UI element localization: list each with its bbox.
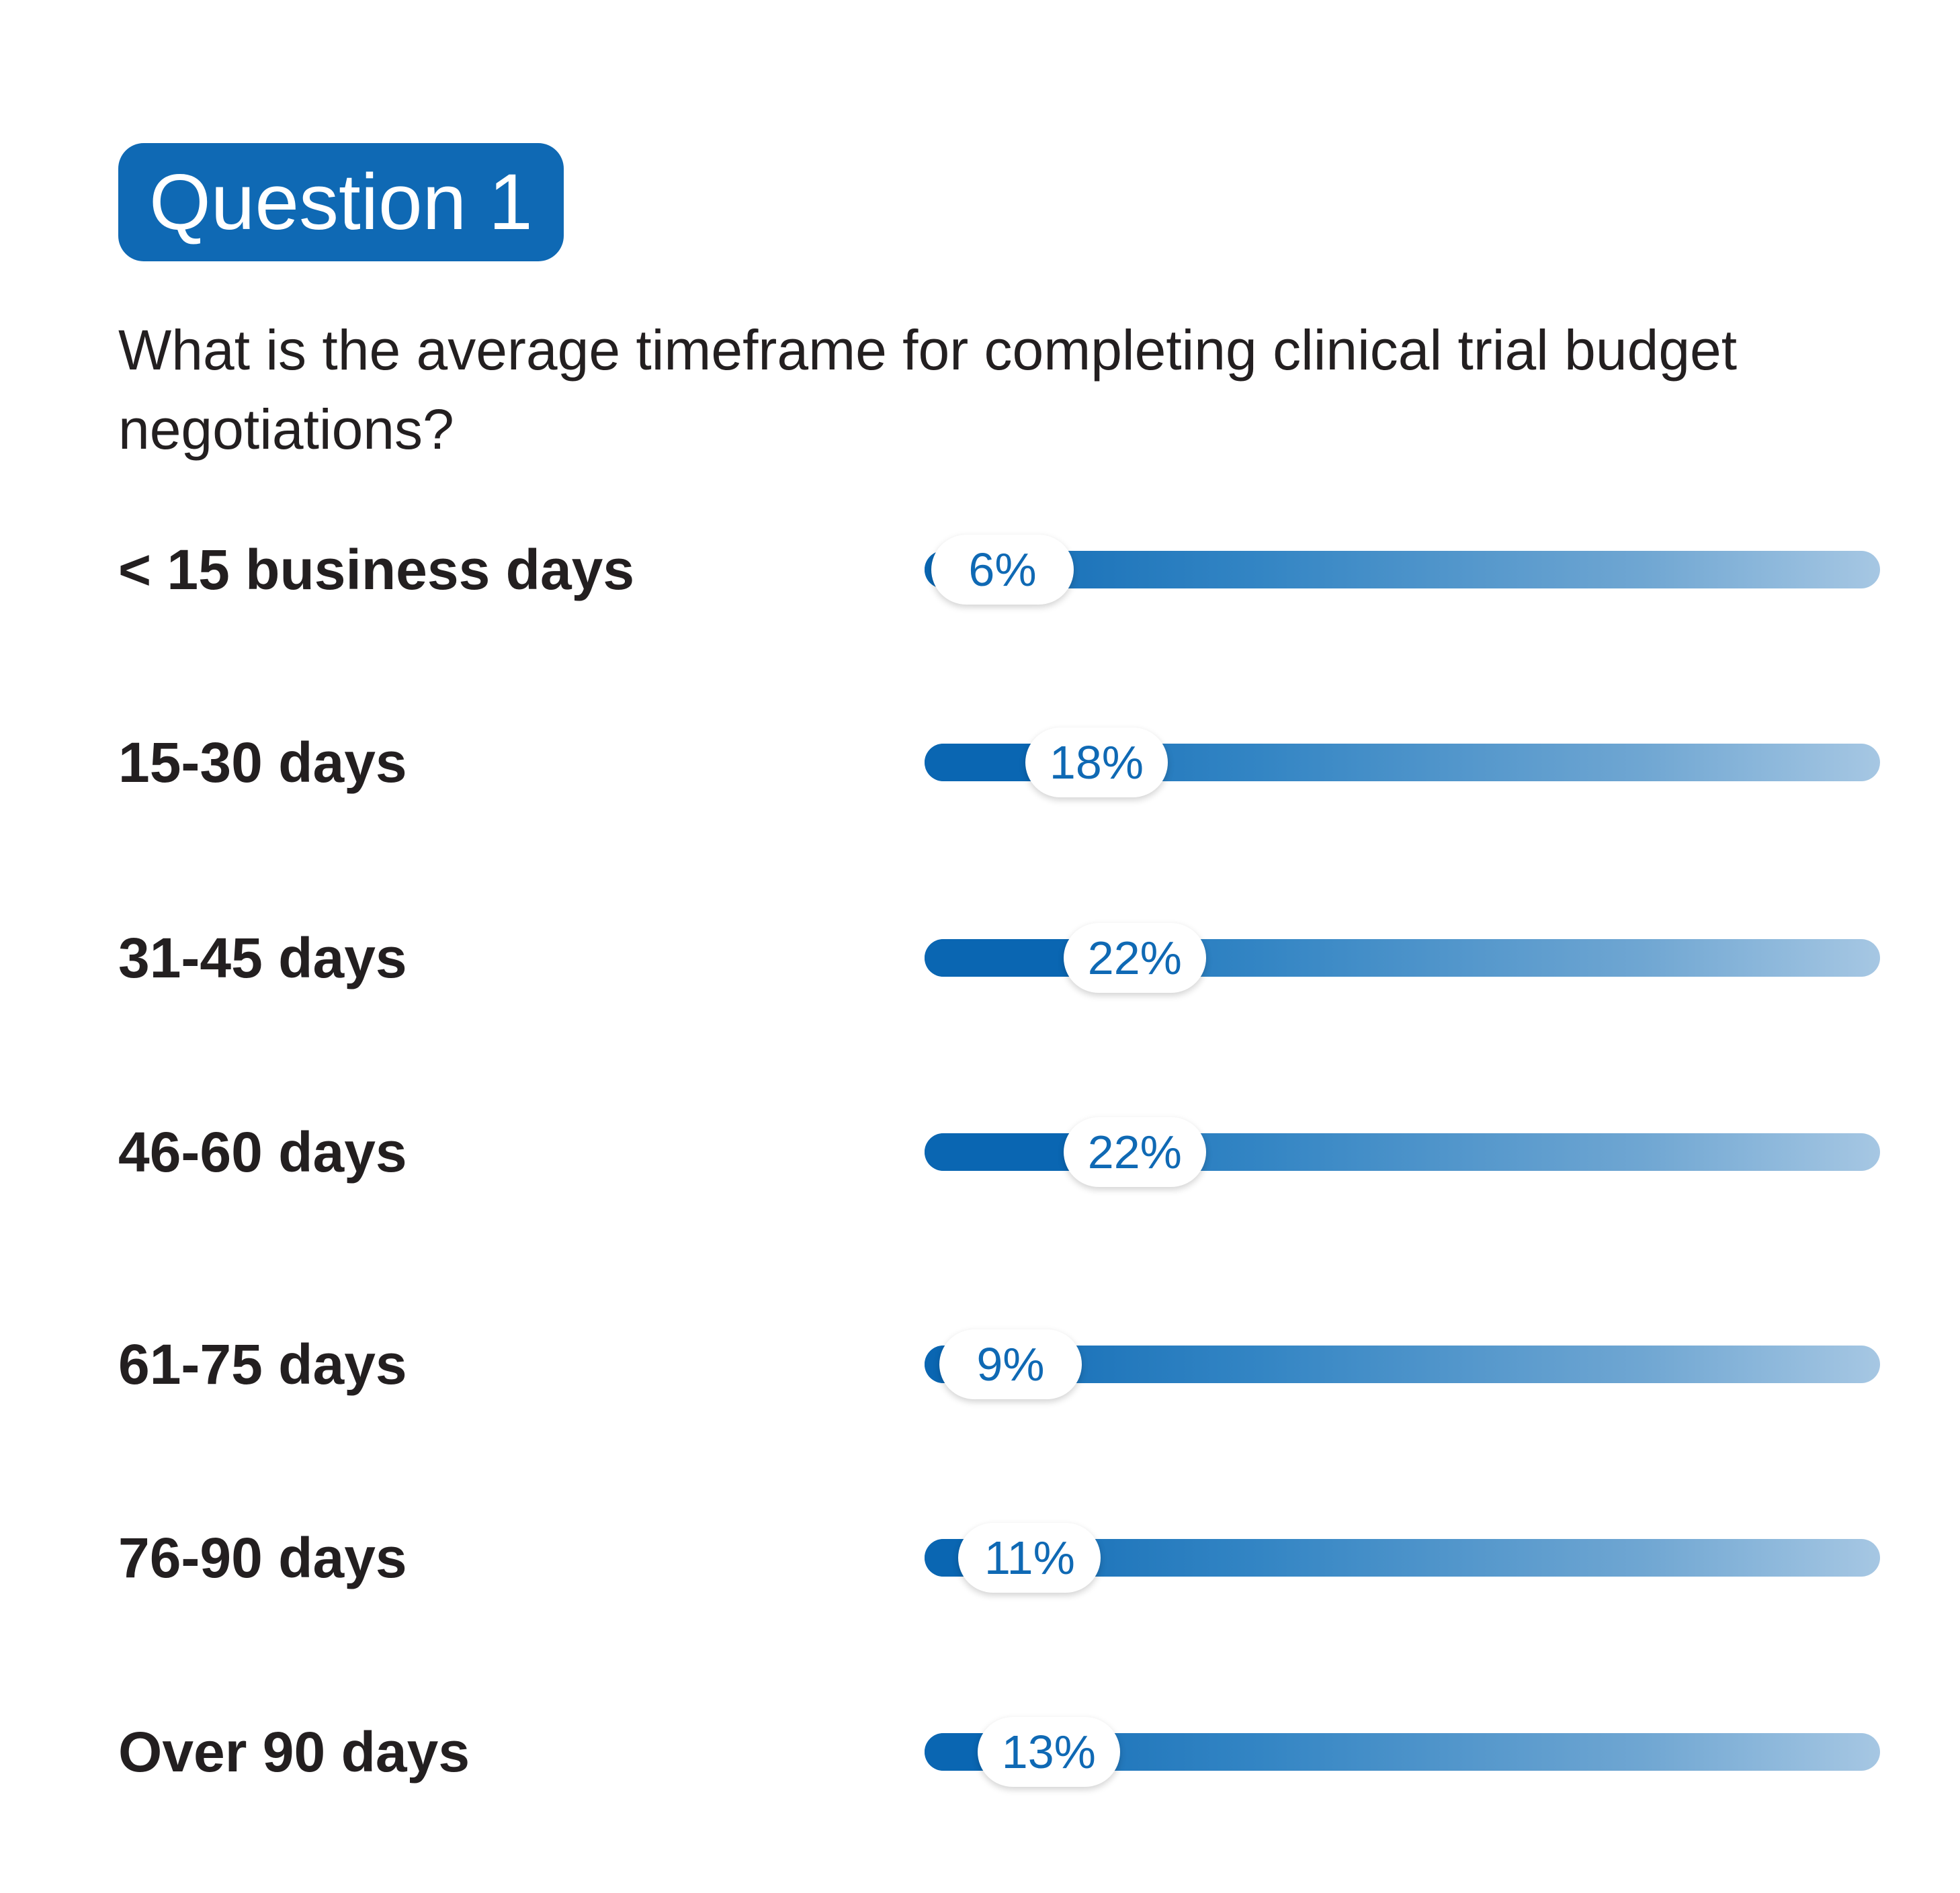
value-label: 11%: [958, 1523, 1101, 1593]
bar-track: 18%: [925, 728, 1880, 797]
question-badge: Question 1: [118, 143, 564, 261]
bar-track: 13%: [925, 1717, 1880, 1787]
category-label: Over 90 days: [118, 1720, 470, 1784]
bar-track: 6%: [925, 535, 1880, 605]
value-label: 6%: [931, 535, 1074, 605]
category-label: 61-75 days: [118, 1333, 407, 1396]
value-label: 22%: [1063, 923, 1206, 993]
category-label: 76-90 days: [118, 1526, 407, 1589]
bar-track: 9%: [925, 1329, 1880, 1399]
bar-track: 22%: [925, 923, 1880, 993]
question-text: What is the average timeframe for comple…: [118, 318, 1738, 461]
value-label: 9%: [939, 1329, 1082, 1399]
value-label: 18%: [1025, 728, 1168, 797]
value-label: 22%: [1063, 1117, 1206, 1187]
category-label: < 15 business days: [118, 538, 635, 601]
category-label: 15-30 days: [118, 731, 407, 794]
question-badge-label: Question 1: [149, 158, 533, 247]
category-label: 46-60 days: [118, 1120, 407, 1184]
value-label: 13%: [977, 1717, 1120, 1787]
bar-track: 22%: [925, 1117, 1880, 1187]
bar-track: 11%: [925, 1523, 1880, 1593]
category-label: 31-45 days: [118, 926, 407, 989]
